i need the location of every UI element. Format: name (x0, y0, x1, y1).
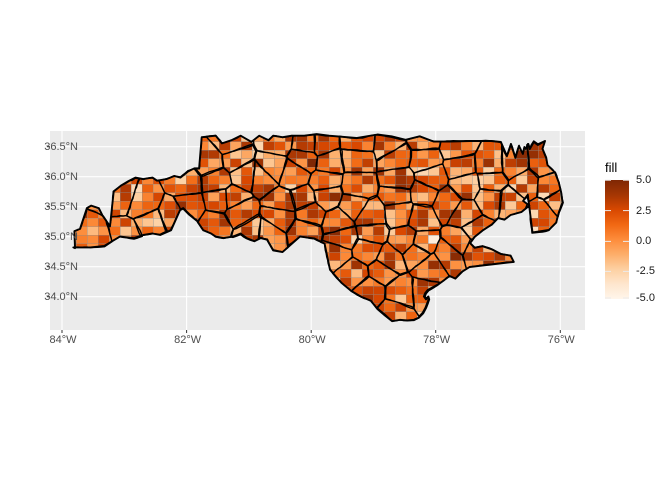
svg-text:fill: fill (605, 160, 617, 175)
